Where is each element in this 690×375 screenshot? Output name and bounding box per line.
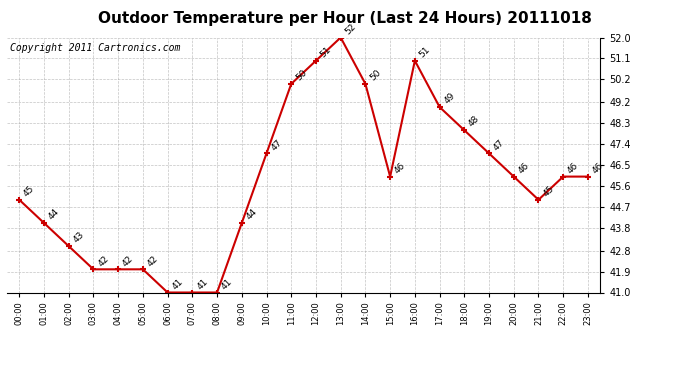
Text: Outdoor Temperature per Hour (Last 24 Hours) 20111018: Outdoor Temperature per Hour (Last 24 Ho… bbox=[98, 11, 592, 26]
Text: 46: 46 bbox=[591, 161, 605, 175]
Text: 46: 46 bbox=[517, 161, 531, 175]
Text: 50: 50 bbox=[294, 68, 308, 82]
Text: 52: 52 bbox=[344, 22, 358, 36]
Text: 51: 51 bbox=[319, 45, 333, 59]
Text: 47: 47 bbox=[269, 138, 284, 152]
Text: 43: 43 bbox=[72, 230, 86, 245]
Text: 41: 41 bbox=[220, 277, 234, 291]
Text: 44: 44 bbox=[47, 207, 61, 222]
Text: 44: 44 bbox=[244, 207, 259, 222]
Text: 48: 48 bbox=[467, 114, 482, 129]
Text: 45: 45 bbox=[541, 184, 555, 198]
Text: 41: 41 bbox=[195, 277, 210, 291]
Text: 51: 51 bbox=[417, 45, 432, 59]
Text: 42: 42 bbox=[96, 254, 110, 268]
Text: 49: 49 bbox=[442, 91, 457, 106]
Text: 47: 47 bbox=[492, 138, 506, 152]
Text: 41: 41 bbox=[170, 277, 185, 291]
Text: 46: 46 bbox=[566, 161, 580, 175]
Text: 46: 46 bbox=[393, 161, 407, 175]
Text: 42: 42 bbox=[146, 254, 160, 268]
Text: Copyright 2011 Cartronics.com: Copyright 2011 Cartronics.com bbox=[10, 43, 180, 52]
Text: 45: 45 bbox=[22, 184, 37, 198]
Text: 50: 50 bbox=[368, 68, 383, 82]
Text: 42: 42 bbox=[121, 254, 135, 268]
